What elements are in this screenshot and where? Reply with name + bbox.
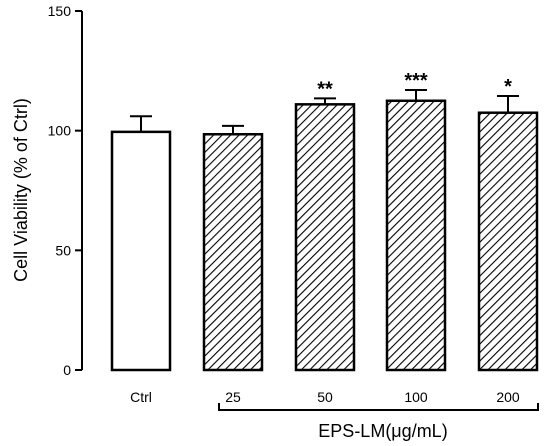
significance-label: * bbox=[504, 76, 512, 98]
bar bbox=[294, 103, 356, 372]
bar bbox=[385, 99, 447, 372]
y-axis-title: Cell Viability (% of Ctrl) bbox=[11, 98, 31, 282]
y-tick-label: 100 bbox=[48, 123, 72, 139]
bar bbox=[477, 111, 539, 372]
significance-label: *** bbox=[404, 70, 428, 92]
bar bbox=[110, 130, 172, 372]
plot-area: 0 50 100 150 Ctrl 25 ** 50 *** 100 * 200 bbox=[48, 3, 539, 411]
bar bbox=[202, 133, 264, 372]
y-tick-label: 150 bbox=[48, 3, 72, 19]
x-tick-label: Ctrl bbox=[130, 389, 152, 405]
x-tick-label: 25 bbox=[225, 389, 241, 405]
x-tick-label: 200 bbox=[496, 389, 520, 405]
group-bracket bbox=[218, 403, 539, 411]
x-tick-label: 100 bbox=[404, 389, 428, 405]
group-label: EPS-LM(μg/mL) bbox=[318, 421, 447, 441]
x-tick-label: 50 bbox=[317, 389, 333, 405]
y-tick-label: 0 bbox=[63, 362, 71, 378]
significance-label: ** bbox=[317, 78, 333, 100]
y-tick-label: 50 bbox=[55, 242, 71, 258]
